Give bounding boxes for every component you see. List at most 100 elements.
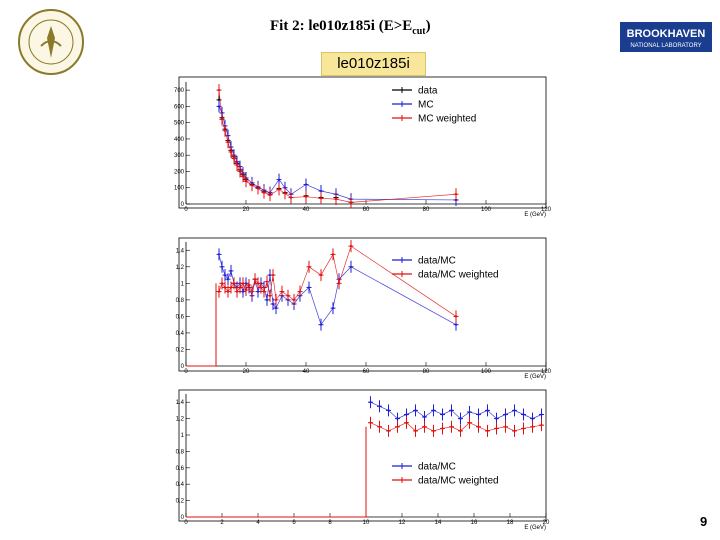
data-point <box>241 282 245 285</box>
x-tick-label: 20 <box>543 520 550 526</box>
data-point <box>396 425 399 428</box>
data-point <box>226 278 230 281</box>
data-point <box>405 421 408 424</box>
y-tick-label: 0 <box>181 202 185 208</box>
x-tick-label: 18 <box>507 520 514 526</box>
y-tick-label: 400 <box>174 137 185 143</box>
data-point <box>220 265 224 268</box>
y-tick-label: 300 <box>174 153 185 159</box>
data-point <box>459 429 462 432</box>
data-point <box>319 189 323 193</box>
data-point <box>454 193 458 196</box>
legend-label: data/MC <box>418 462 456 473</box>
series-line-data-mc <box>370 401 542 420</box>
data-point <box>268 294 272 297</box>
polytechnic-logo <box>8 8 94 76</box>
data-point <box>540 424 543 427</box>
y-tick-label: 1.2 <box>176 417 185 423</box>
series-line-mc-weighted <box>218 90 457 203</box>
data-point <box>513 409 516 412</box>
data-point <box>277 188 281 191</box>
data-point <box>441 413 444 416</box>
data-point <box>387 429 390 432</box>
data-point <box>277 178 281 181</box>
x-tick-label: 120 <box>541 369 552 375</box>
data-point <box>274 298 278 301</box>
data-point <box>423 415 426 419</box>
data-point <box>265 298 269 301</box>
data-point <box>223 286 227 289</box>
y-tick-label: 0.6 <box>176 314 185 320</box>
data-point <box>349 265 353 268</box>
data-point <box>337 282 341 285</box>
data-point <box>450 409 453 412</box>
histogram-name-label: le010z185i <box>321 52 426 76</box>
data-point <box>247 283 251 287</box>
chart-frame <box>178 237 547 372</box>
chart-frame <box>178 389 547 522</box>
data-point <box>319 273 323 277</box>
data-point <box>477 413 480 416</box>
y-tick-label: 0 <box>181 515 185 521</box>
data-point <box>262 290 266 293</box>
data-point <box>504 425 507 428</box>
y-tick-label: 0.2 <box>176 499 185 505</box>
data-point <box>259 286 263 289</box>
data-point <box>235 290 239 293</box>
page-number: 9 <box>700 514 708 529</box>
data-point <box>504 413 507 416</box>
chart-panel-2: 0 20 40 60 80 100 120 0 0.2 0.4 0.6 0.8 1 1.2 1.4 E (Ge… <box>176 237 552 380</box>
x-tick-label: 8 <box>328 520 332 526</box>
data-point <box>244 180 248 183</box>
legend-label: data <box>418 86 438 97</box>
y-tick-label: 0.2 <box>176 347 185 353</box>
x-tick-label: 40 <box>303 207 310 213</box>
data-point <box>495 427 498 430</box>
data-point <box>265 280 269 283</box>
data-point <box>522 413 525 416</box>
data-point <box>232 282 236 285</box>
y-tick-label: 0.4 <box>176 482 185 488</box>
data-point <box>241 175 245 178</box>
data-point <box>468 410 471 414</box>
data-point <box>226 290 230 293</box>
x-tick-label: 80 <box>423 369 430 375</box>
chart-frame <box>178 76 547 209</box>
data-point <box>280 290 284 293</box>
series-line-mc <box>218 106 457 201</box>
data-point <box>495 417 498 420</box>
data-point <box>250 290 254 293</box>
data-point <box>432 429 435 432</box>
data-point <box>271 273 275 277</box>
data-point <box>217 253 221 256</box>
data-point <box>454 323 458 326</box>
y-tick-label: 0.8 <box>176 449 185 455</box>
data-point <box>441 427 444 430</box>
data-point <box>531 417 534 420</box>
y-tick-label: 0.6 <box>176 466 185 472</box>
x-tick-label: 14 <box>435 520 442 526</box>
x-tick-label: 16 <box>471 520 478 526</box>
data-point <box>241 290 245 293</box>
data-point <box>531 425 534 428</box>
data-point <box>220 282 224 285</box>
data-point <box>349 245 353 248</box>
chart-panel-1: 0 20 40 60 80 100 120 0 100 200 300 400 500 600 700 E (… <box>174 76 552 218</box>
x-tick-label: 4 <box>256 520 260 526</box>
data-point <box>414 409 417 412</box>
x-tick-label: 60 <box>363 207 370 213</box>
x-tick-label: 0 <box>184 520 188 526</box>
x-tick-label: 40 <box>303 369 310 375</box>
x-tick-label: 12 <box>399 520 406 526</box>
y-tick-label: 1 <box>181 281 185 287</box>
data-point <box>217 290 221 293</box>
data-point <box>319 323 323 326</box>
data-point <box>268 193 272 197</box>
x-axis-label: E (GeV) <box>524 374 546 380</box>
data-point <box>244 288 248 292</box>
data-point <box>331 253 335 256</box>
data-point <box>369 401 372 404</box>
data-point <box>289 196 293 199</box>
data-point <box>513 429 516 432</box>
